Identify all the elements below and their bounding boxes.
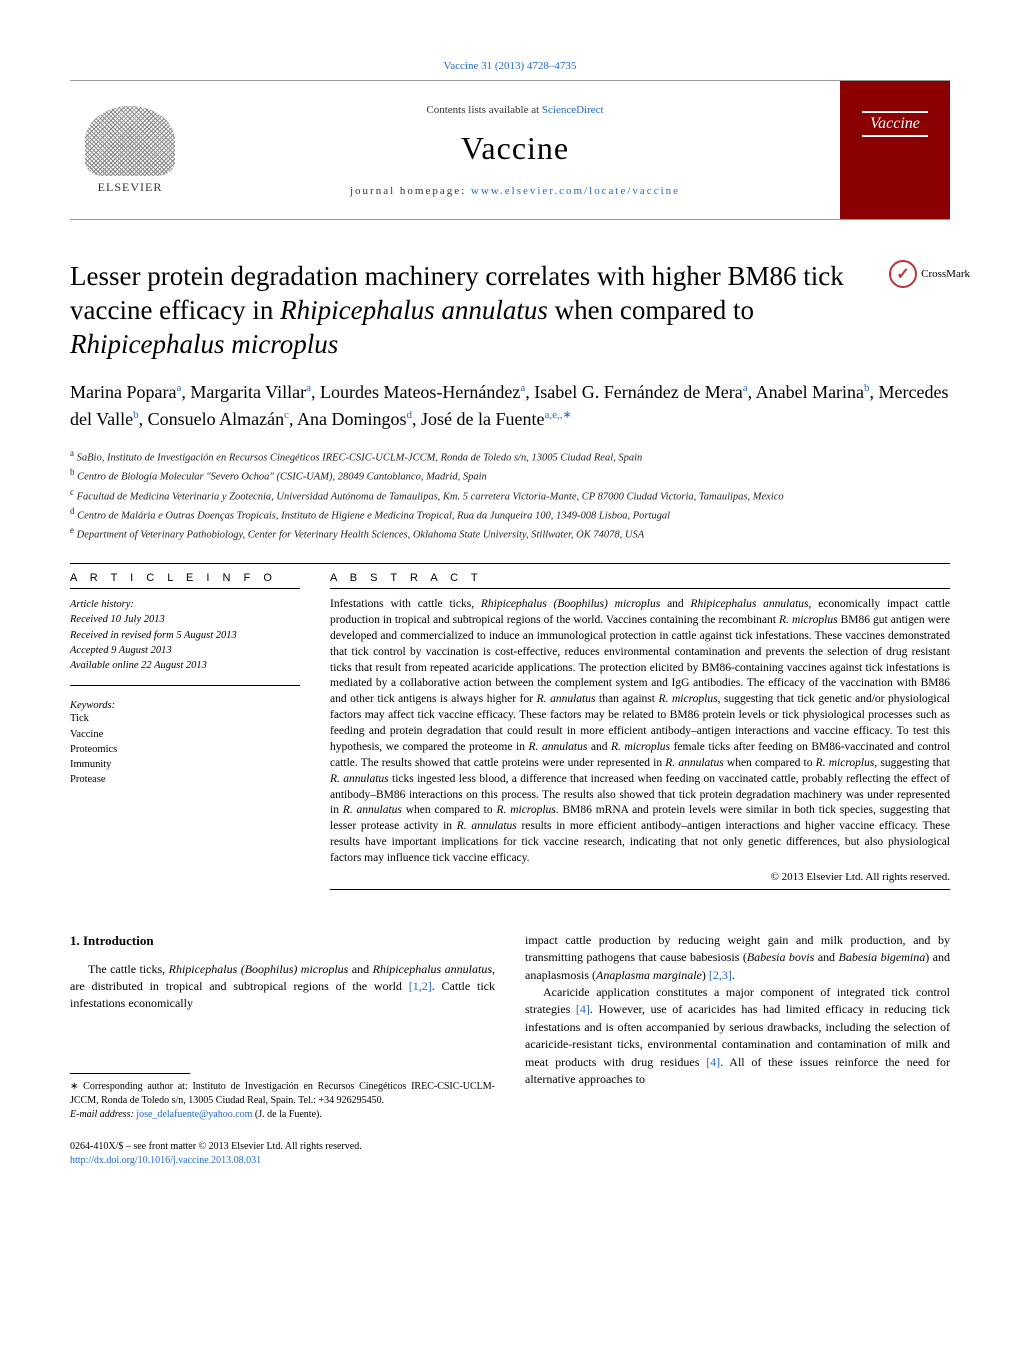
email-footnote: E-mail address: jose_delafuente@yahoo.co… — [70, 1108, 495, 1122]
p1a: The cattle ticks, — [88, 962, 169, 976]
article-title-block: ✓ CrossMark Lesser protein degradation m… — [70, 260, 950, 543]
keyword-item: Protease — [70, 772, 300, 787]
abstract-rule — [330, 588, 950, 589]
affiliation-c: c Facultad de Medicina Veterinaria y Zoo… — [70, 486, 950, 505]
affiliation-d-text: Centro de Malária e Outras Doenças Tropi… — [77, 510, 670, 521]
citation-link[interactable]: Vaccine 31 (2013) 4728–4735 — [444, 60, 577, 72]
contents-available-line: Contents lists available at ScienceDirec… — [426, 104, 603, 116]
abstract-rule-bottom — [330, 889, 950, 890]
body-columns: 1. Introduction The cattle ticks, Rhipic… — [70, 932, 950, 1168]
keyword-item: Tick — [70, 711, 300, 726]
doi-link[interactable]: http://dx.doi.org/10.1016/j.vaccine.2013… — [70, 1155, 261, 1166]
ref-1-2[interactable]: [1,2] — [409, 979, 432, 993]
article-title: Lesser protein degradation machinery cor… — [70, 260, 850, 361]
copyright-line: © 2013 Elsevier Ltd. All rights reserved… — [330, 871, 950, 883]
bottom-matter: 0264-410X/$ – see front matter © 2013 El… — [70, 1140, 495, 1168]
p2em3: Anaplasma marginale — [596, 968, 702, 982]
affiliation-b-text: Centro de Biología Molecular "Severo Och… — [77, 472, 487, 483]
p2em1: Babesia bovis — [747, 950, 814, 964]
journal-name: Vaccine — [461, 130, 569, 167]
p2b: and — [814, 950, 838, 964]
email-suffix: (J. de la Fuente). — [252, 1109, 321, 1120]
affiliation-d: d Centro de Malária e Outras Doenças Tro… — [70, 505, 950, 524]
author-list: Marina Poparaa, Margarita Villara, Lourd… — [70, 379, 950, 433]
journal-header: ELSEVIER Contents lists available at Sci… — [70, 80, 950, 220]
ref-4a[interactable]: [4] — [576, 1002, 590, 1016]
crossmark-label: CrossMark — [921, 268, 970, 280]
keywords-label: Keywords: — [70, 700, 300, 711]
abstract-head: A B S T R A C T — [330, 572, 950, 584]
corresponding-footnote: ∗ Corresponding author at: Instituto de … — [70, 1080, 495, 1108]
intro-paragraph-3: Acaricide application constitutes a majo… — [525, 984, 950, 1088]
article-history: Article history: Received 10 July 2013 R… — [70, 597, 300, 673]
p1b: and — [348, 962, 372, 976]
elsevier-tree-icon — [85, 106, 175, 176]
history-accepted: Accepted 9 August 2013 — [70, 643, 300, 658]
history-revised: Received in revised form 5 August 2013 — [70, 628, 300, 643]
abstract-col: A B S T R A C T Infestations with cattle… — [330, 572, 950, 898]
ref-4b[interactable]: [4] — [706, 1055, 720, 1069]
journal-cover-thumb: Vaccine — [840, 81, 950, 219]
title-em2: Rhipicephalus microplus — [70, 329, 338, 359]
p2e: . — [732, 968, 735, 982]
affiliation-e-text: Department of Veterinary Pathobiology, C… — [77, 530, 645, 541]
title-part2: when compared to — [548, 295, 754, 325]
ref-2-3[interactable]: [2,3] — [709, 968, 732, 982]
intro-paragraph-1: The cattle ticks, Rhipicephalus (Boophil… — [70, 961, 495, 1013]
info-abstract-row: A R T I C L E I N F O Article history: R… — [70, 572, 950, 898]
p1em1: Rhipicephalus (Boophilus) microplus — [169, 962, 349, 976]
sciencedirect-link[interactable]: ScienceDirect — [542, 104, 604, 116]
keyword-item: Proteomics — [70, 742, 300, 757]
history-received: Received 10 July 2013 — [70, 612, 300, 627]
footnote-corr-text: ∗ Corresponding author at: Instituto de … — [70, 1081, 495, 1106]
affiliation-e: e Department of Veterinary Pathobiology,… — [70, 524, 950, 543]
contents-prefix: Contents lists available at — [426, 104, 541, 116]
keyword-item: Vaccine — [70, 727, 300, 742]
page-root: Vaccine 31 (2013) 4728–4735 ELSEVIER Con… — [0, 0, 1020, 1208]
affiliation-b: b Centro de Biología Molecular "Severo O… — [70, 466, 950, 485]
cover-label: Vaccine — [862, 111, 928, 137]
history-label: Article history: — [70, 597, 300, 612]
footnote-rule — [70, 1073, 190, 1074]
footnote-block: ∗ Corresponding author at: Instituto de … — [70, 1073, 495, 1168]
affiliation-a: a SaBio, Instituto de Investigación en R… — [70, 447, 950, 466]
keyword-item: Immunity — [70, 757, 300, 772]
keywords-list: TickVaccineProteomicsImmunityProtease — [70, 711, 300, 787]
issn-line: 0264-410X/$ – see front matter © 2013 El… — [70, 1140, 495, 1154]
elsevier-label: ELSEVIER — [98, 180, 163, 195]
journal-homepage-line: journal homepage: www.elsevier.com/locat… — [350, 185, 680, 197]
affiliation-a-text: SaBio, Instituto de Investigación en Rec… — [77, 453, 643, 464]
intro-heading: 1. Introduction — [70, 932, 495, 951]
elsevier-logo-block: ELSEVIER — [70, 81, 190, 219]
article-info-col: A R T I C L E I N F O Article history: R… — [70, 572, 300, 898]
intro-paragraph-2: impact cattle production by reducing wei… — [525, 932, 950, 984]
p1em2: Rhipicephalus annulatus — [373, 962, 492, 976]
title-em1: Rhipicephalus annulatus — [280, 295, 548, 325]
header-center: Contents lists available at ScienceDirec… — [190, 81, 840, 219]
affiliation-c-text: Facultad de Medicina Veterinaria y Zoote… — [77, 491, 784, 502]
history-online: Available online 22 August 2013 — [70, 658, 300, 673]
homepage-link[interactable]: www.elsevier.com/locate/vaccine — [471, 185, 680, 197]
email-link[interactable]: jose_delafuente@yahoo.com — [136, 1109, 252, 1120]
top-citation-link[interactable]: Vaccine 31 (2013) 4728–4735 — [70, 60, 950, 72]
info-rule — [70, 588, 300, 589]
homepage-prefix: journal homepage: — [350, 185, 471, 197]
p2d: ) — [702, 968, 709, 982]
abstract-text: Infestations with cattle ticks, Rhipicep… — [330, 597, 950, 867]
crossmark-icon: ✓ — [889, 260, 917, 288]
article-info-head: A R T I C L E I N F O — [70, 572, 300, 584]
affiliation-list: a SaBio, Instituto de Investigación en R… — [70, 447, 950, 543]
crossmark-badge[interactable]: ✓ CrossMark — [889, 260, 970, 288]
divider — [70, 563, 950, 564]
info-rule-2 — [70, 685, 300, 686]
p2em2: Babesia bigemina — [838, 950, 925, 964]
email-label: E-mail address: — [70, 1109, 136, 1120]
